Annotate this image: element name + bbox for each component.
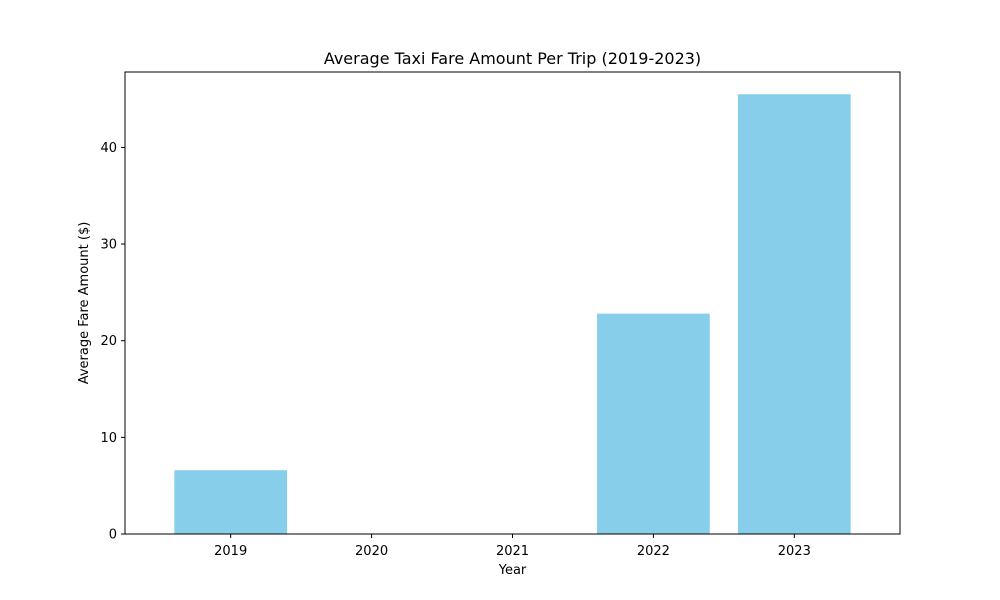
x-tick-label: 2019 <box>214 544 247 559</box>
x-tick-label: 2021 <box>496 544 529 559</box>
x-tick-label: 2020 <box>355 544 388 559</box>
x-tick-label: 2023 <box>778 544 811 559</box>
bar-2022 <box>597 313 710 534</box>
bar-2023 <box>737 94 851 534</box>
plot-bars <box>174 94 851 534</box>
y-axis-label: Average Fare Amount ($) <box>77 222 92 385</box>
y-tick-label: 0 <box>109 528 117 543</box>
bar-2019 <box>174 470 288 534</box>
y-tick-label: 10 <box>100 431 117 446</box>
y-tick-label: 30 <box>100 238 117 253</box>
chart-title: Average Taxi Fare Amount Per Trip (2019-… <box>324 49 701 68</box>
x-tick-label: 2022 <box>637 544 670 559</box>
y-tick-label: 40 <box>100 141 117 156</box>
x-axis: 2019 2020 2021 2022 2023 <box>214 534 811 559</box>
plot-frame <box>124 71 901 535</box>
y-tick-label: 20 <box>100 334 117 349</box>
x-axis-label: Year <box>498 563 527 578</box>
y-axis: 0 10 20 30 40 <box>100 141 125 543</box>
